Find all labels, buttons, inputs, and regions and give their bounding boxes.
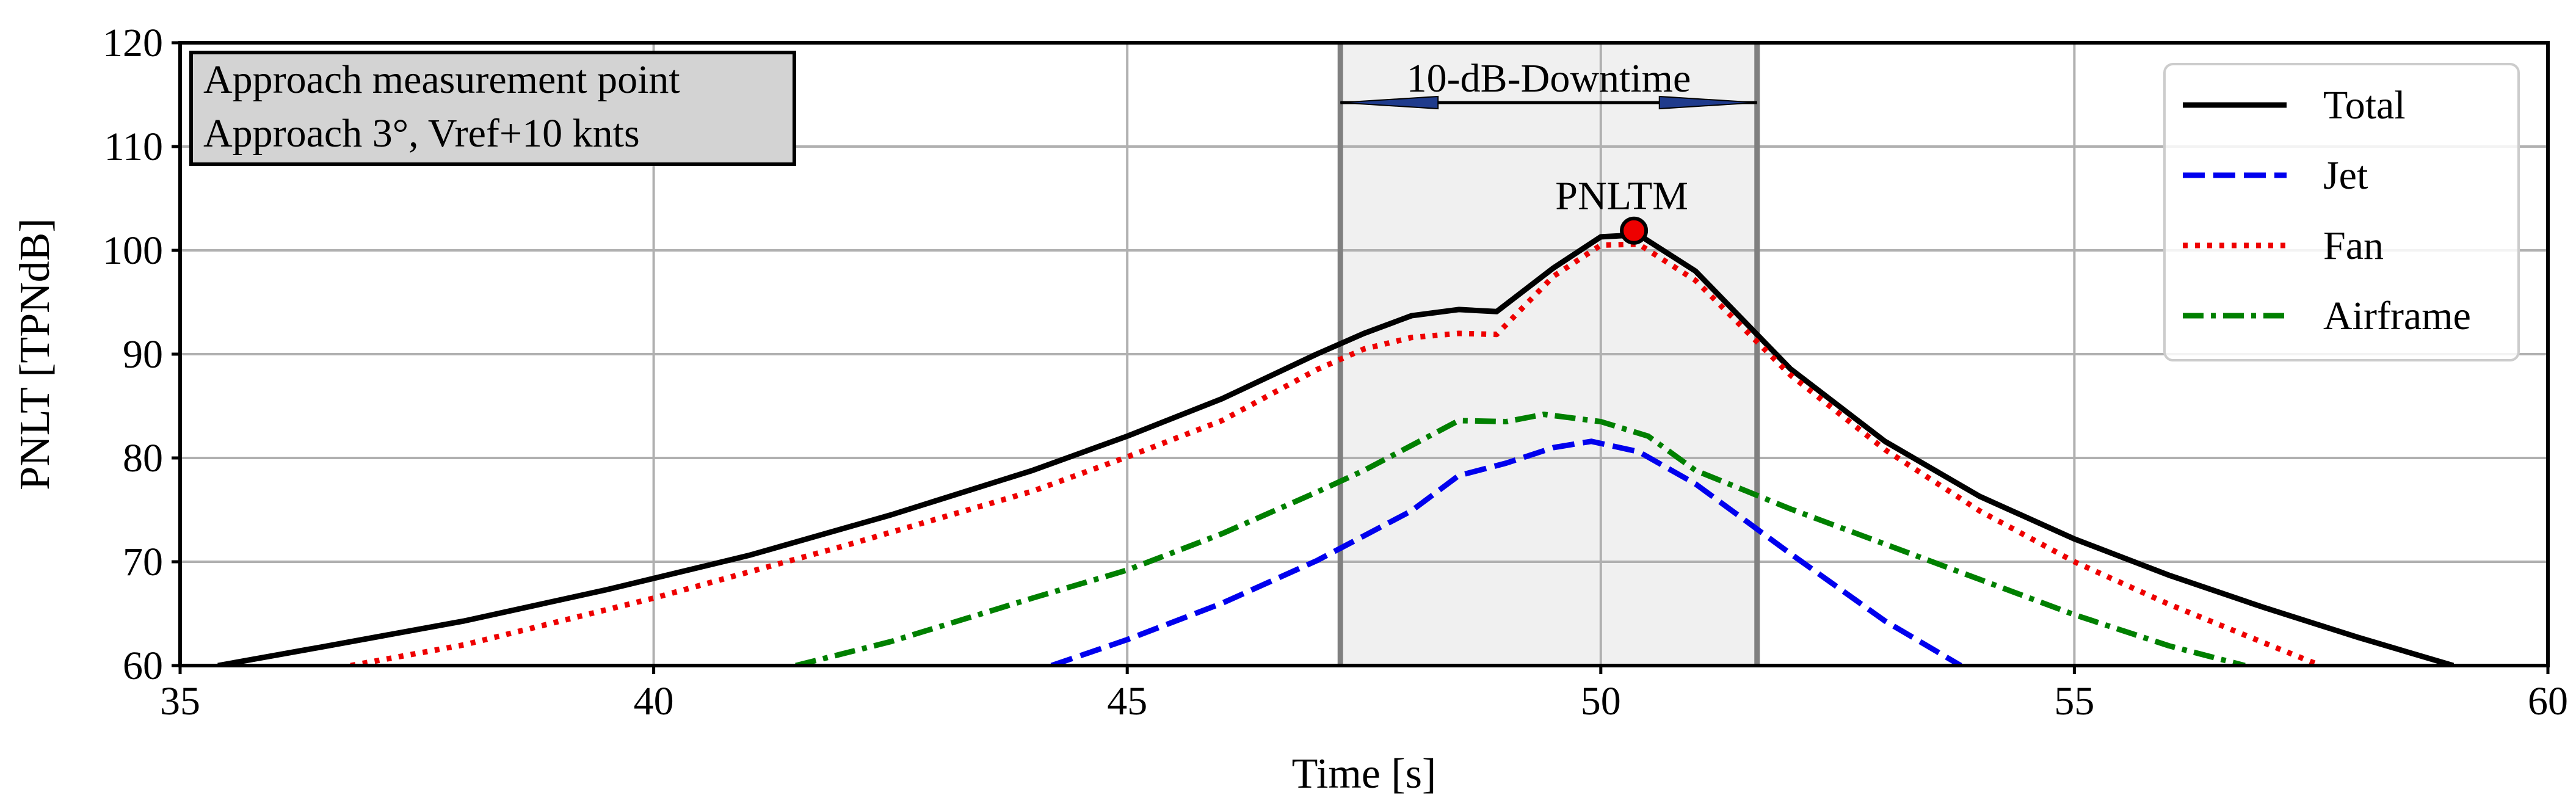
arrow-head-left bbox=[1340, 95, 1439, 110]
legend: Total Jet Fan Airframe bbox=[2163, 63, 2520, 361]
series-fan-line bbox=[350, 241, 2322, 666]
y-axis-ticks: 60 70 80 90 100 110 120 bbox=[103, 21, 180, 688]
y-tick-label: 100 bbox=[103, 228, 163, 273]
y-tick-label: 70 bbox=[123, 540, 163, 584]
peak-label: PNLTM bbox=[1555, 174, 1688, 219]
legend-items: Total Jet Fan Airframe bbox=[2183, 83, 2471, 338]
x-tick-label: 55 bbox=[2054, 679, 2094, 724]
x-tick-label: 45 bbox=[1107, 679, 1147, 724]
arrow-head-right bbox=[1658, 95, 1757, 110]
legend-frame bbox=[2163, 63, 2520, 361]
info-box: Approach measurement point Approach 3°, … bbox=[189, 51, 796, 166]
series-total-line bbox=[217, 232, 2454, 666]
x-tick-label: 40 bbox=[634, 679, 674, 724]
legend-label-total: Total bbox=[2323, 83, 2406, 128]
y-axis-label: PNLT [TPNdB] bbox=[12, 218, 59, 490]
legend-label-jet: Jet bbox=[2323, 153, 2368, 198]
y-tick-label: 80 bbox=[123, 436, 163, 481]
legend-label-airframe: Airframe bbox=[2323, 294, 2471, 338]
info-box-frame bbox=[189, 51, 796, 166]
info-box-line-1: Approach measurement point bbox=[203, 57, 680, 102]
downtime-label: 10-dB-Downtime bbox=[1407, 56, 1691, 101]
legend-label-fan: Fan bbox=[2323, 223, 2384, 268]
x-axis-ticks: 35 40 45 50 55 60 bbox=[160, 666, 2568, 724]
series-jet-line bbox=[1050, 438, 1962, 666]
series-group bbox=[217, 232, 2454, 666]
x-tick-label: 50 bbox=[1581, 679, 1621, 724]
x-tick-label: 35 bbox=[160, 679, 200, 724]
y-tick-label: 60 bbox=[123, 644, 163, 688]
x-axis-label: Time [s] bbox=[1292, 750, 1437, 797]
y-tick-label: 110 bbox=[104, 125, 163, 169]
info-box-line-2: Approach 3°, Vref+10 knts bbox=[203, 111, 640, 156]
series-airframe-line bbox=[795, 412, 2246, 666]
x-tick-label: 60 bbox=[2528, 679, 2568, 724]
peak-marker bbox=[1620, 216, 1649, 245]
y-tick-label: 90 bbox=[123, 332, 163, 377]
downtime-arrow bbox=[1340, 95, 1757, 110]
y-tick-label: 120 bbox=[103, 21, 163, 65]
